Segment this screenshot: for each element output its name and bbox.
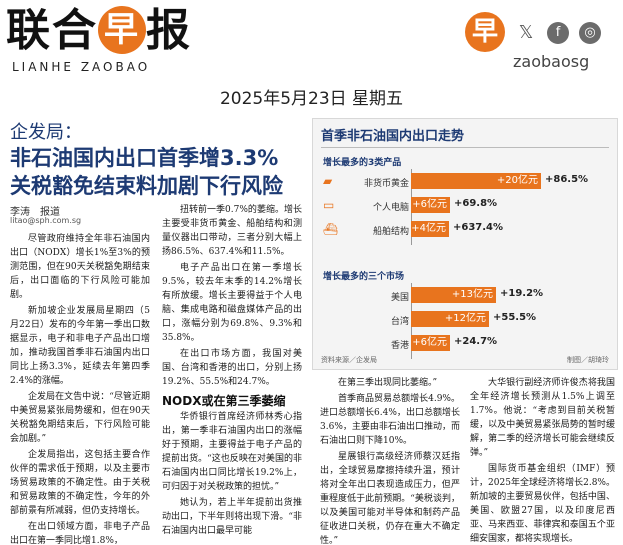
chart-bar: +20亿元 xyxy=(411,173,541,189)
logo-zao-badge: 早 xyxy=(98,6,146,54)
paragraph: 她认为，若上半年提前出货推动出口，下半年则将出现下滑。“非石油国内出口最早可能 xyxy=(162,498,302,536)
masthead-logo[interactable]: 联合早报 xyxy=(6,6,192,56)
article-column-3: 在第三季出现同比萎缩。” 首季商品贸易总额增长4.9%。进口总额增长6.4%，出… xyxy=(320,376,460,544)
chart-source: 资料来源／企发局 xyxy=(321,356,377,364)
paragraph: 电子产品出口在第一季增长9.5%，较去年末季的14.2%增长有所放缓。增长主要得… xyxy=(162,263,302,343)
paragraph: 在出口市场方面，我国对美国、台湾和香港的出口，分别上扬19.2%、55.5%和2… xyxy=(162,349,302,387)
chart-divider xyxy=(321,147,609,148)
chart-bar: +13亿元 xyxy=(411,287,496,303)
paragraph: 企发局在文告中说：“尽管近期中美贸易紧张局势缓和，但在90天关税豁免期结束后，下… xyxy=(10,392,150,444)
article-column-4: 大华银行副经济师许俊杰将我国全年经济增长预测从1.5%上调至1.7%。他说：“考… xyxy=(470,376,615,544)
headline-line-1: 非石油国内出口首季增3.3% xyxy=(10,146,279,170)
x-icon[interactable]: 𝕏 xyxy=(518,22,534,43)
chart-category-label: 船舶结构 xyxy=(372,227,409,237)
article-column-1: 尽管政府维持全年非石油国内出口（NODX）增长1%至3%的预测范围，但在90天关… xyxy=(10,232,150,544)
logo-text-left: 联合 xyxy=(6,5,98,56)
chart-bar: +4亿元 xyxy=(411,221,449,237)
paragraph: 在第三季出现同比萎缩。” xyxy=(338,378,438,388)
chart-growth-label: +69.8% xyxy=(454,198,498,209)
headline-line-2: 关税豁免结束料加剧下行风险 xyxy=(10,174,283,198)
paragraph: 华侨银行首席经济师林秀心指出，第一季非石油国内出口的涨幅好于预期，主要得益于电子… xyxy=(162,412,302,492)
chart-row: ▰ 非货币黄金 +20亿元 +86.5% xyxy=(313,171,619,193)
paragraph: 大华银行副经济师许俊杰将我国全年经济增长预测从1.5%上调至1.7%。他说：“考… xyxy=(470,378,615,458)
chart-growth-label: +24.7% xyxy=(454,336,498,347)
article-headline: 非石油国内出口首季增3.3% 关税豁免结束料加剧下行风险 xyxy=(10,144,310,200)
paragraph: 扭转前一季0.7%的萎缩。增长主要受非货币黄金、船舶结构和测量仪器出口带动，三者… xyxy=(162,205,302,257)
instagram-icon[interactable]: ◎ xyxy=(579,22,601,44)
chart-growth-label: +55.5% xyxy=(493,312,537,323)
chart-category-label: 个人电脑 xyxy=(372,203,409,213)
author-email[interactable]: litao@sph.com.sg xyxy=(10,216,82,225)
paragraph: 首季商品贸易总额增长4.9%。进口总额增长6.4%，出口总额增长3.6%，主要由… xyxy=(320,394,460,446)
social-links: 𝕏 f ◎ xyxy=(515,22,615,44)
paragraph: 企发局指出，这包括主要合作伙伴的需求低于预期，以及主要市场贸易政策的不确定性。由… xyxy=(10,450,150,516)
chart-category-label: 非货币黄金 xyxy=(363,179,409,189)
chart-bar: +6亿元 xyxy=(411,197,450,213)
chart-credit: 制图／胡琦玲 xyxy=(567,356,609,364)
chart-row: ⛴ 船舶结构 +4亿元 +637.4% xyxy=(313,219,619,241)
ship-icon: ⛴ xyxy=(323,222,339,236)
chart-category-label: 香港 xyxy=(390,341,409,351)
chart-section-title: 增长最多的三个市场 xyxy=(323,272,405,282)
facebook-icon[interactable]: f xyxy=(547,22,569,44)
masthead-subtitle: LIANHE ZAOBAO xyxy=(12,60,151,74)
chart-section-title: 增长最多的3类产品 xyxy=(323,158,402,168)
paragraph: 国际货币基金组织（IMF）预计，2025年全球经济将增长2.8%。新加坡的主要贸… xyxy=(470,464,615,544)
laptop-icon: ▭ xyxy=(323,198,335,212)
logo-text-right: 报 xyxy=(146,5,192,56)
chart-category-label: 台湾 xyxy=(390,317,409,327)
paragraph: 星展银行高级经济师蔡汉廷指出，全球贸易摩擦持续升温，预计将对全年出口表现造成压力… xyxy=(320,452,460,544)
chart-row: 美国 +13亿元 +19.2% xyxy=(313,285,619,307)
paragraph: 新加坡企业发展局星期四（5月22日）发布的今年第一季出口数据显示，电子和非电子产… xyxy=(10,306,150,386)
brand-badge[interactable]: 早 xyxy=(465,12,505,52)
brand-handle[interactable]: zaobaosg xyxy=(513,52,590,71)
paragraph: 尽管政府维持全年非石油国内出口（NODX）增长1%至3%的预测范围，但在90天关… xyxy=(10,234,150,300)
export-chart: 首季非石油国内出口走势 增长最多的3类产品 ▰ 非货币黄金 +20亿元 +86.5% ▭ 个… xyxy=(312,118,618,370)
section-subhead: NODX或在第三季萎缩 xyxy=(162,394,286,408)
chart-row: ▭ 个人电脑 +6亿元 +69.8% xyxy=(313,195,619,217)
chart-row: 香港 +6亿元 +24.7% xyxy=(313,333,619,355)
chart-growth-label: +19.2% xyxy=(500,288,544,299)
chart-row: 台湾 +12亿元 +55.5% xyxy=(313,309,619,331)
gold-bars-icon: ▰ xyxy=(323,174,333,188)
paragraph: 在出口领域方面，非电子产品出口在第一季同比增1.8%， xyxy=(10,522,150,544)
byline: 李涛 报道 xyxy=(10,207,60,218)
chart-title: 首季非石油国内出口走势 xyxy=(321,129,465,144)
chart-growth-label: +86.5% xyxy=(545,174,589,185)
chart-growth-label: +637.4% xyxy=(453,222,504,233)
article-kicker: 企发局： xyxy=(10,122,82,143)
chart-bar: +6亿元 xyxy=(411,335,450,351)
masthead: 联合早报 LIANHE ZAOBAO 早 𝕏 f ◎ zaobaosg xyxy=(0,0,623,80)
issue-date: 2025年5月23日 星期五 xyxy=(219,89,404,109)
chart-bar: +12亿元 xyxy=(411,311,489,327)
brand-block: 早 𝕏 f ◎ zaobaosg xyxy=(465,12,615,72)
chart-category-label: 美国 xyxy=(390,293,409,303)
article-column-2: 扭转前一季0.7%的萎缩。增长主要受非货币黄金、船舶结构和测量仪器出口带动，三者… xyxy=(162,203,302,544)
